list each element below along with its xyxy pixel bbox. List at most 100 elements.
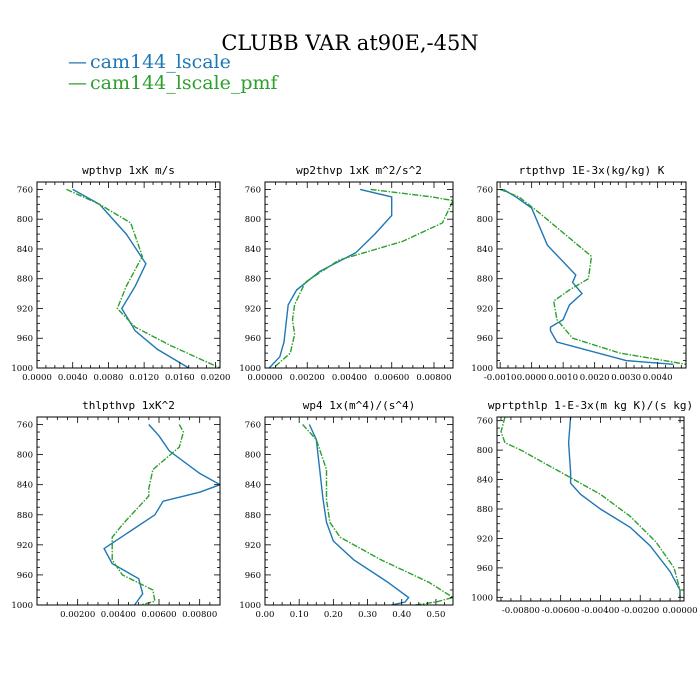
y-tick-label: 760: [245, 185, 261, 195]
y-tick-label: 760: [17, 421, 33, 431]
legend-label-1: cam144_lscale_pmf: [90, 72, 280, 94]
y-tick-label: 840: [245, 481, 261, 491]
y-tick-label: 840: [245, 245, 261, 255]
panel-5: wp4 1x(m^4)/(s^4)76080084088092096010000…: [239, 399, 454, 620]
series-line-lscale-pmf: [66, 188, 220, 368]
y-tick-label: 920: [477, 534, 493, 544]
x-tick-label: 0.0040: [643, 373, 673, 383]
x-tick-label: -0.0010: [484, 373, 517, 383]
legend: — cam144_lscale — cam144_lscale_pmf: [68, 51, 280, 94]
x-tick-label: 0.30: [358, 610, 377, 620]
x-tick-label: 0.0040: [58, 373, 88, 383]
panel-title: thlpthvp 1xK^2: [82, 399, 175, 412]
y-tick-label: 840: [17, 245, 33, 255]
x-tick-label: 0.00200: [60, 610, 95, 620]
y-tick-label: 960: [245, 334, 261, 344]
series-line-lscale: [72, 188, 190, 368]
x-tick-label: 0.00800: [182, 610, 217, 620]
x-tick-label: 0.0120: [129, 373, 159, 383]
y-tick-label: 800: [17, 215, 33, 225]
panel-title: wp2thvp 1xK m^2/s^2: [296, 164, 422, 177]
x-tick-label: 0.00000: [247, 373, 282, 383]
y-tick-label: 800: [245, 451, 261, 461]
panel-6: wprtpthlp 1-E-3x(m kg K)/(s kg) 760 800 840…: [471, 399, 697, 616]
panel-grid: wpthvp 1xK m/s76080084088092096010000.00…: [11, 164, 697, 620]
y-tick-label: 760: [17, 185, 33, 195]
x-tick-label: 0.0020: [580, 373, 610, 383]
axes-frame: [36, 181, 221, 369]
series-line-lscale: [103, 424, 220, 605]
y-tick-label: 960: [477, 564, 493, 574]
x-tick-label: 0.0030: [611, 373, 641, 383]
y-tick-label: 960: [17, 571, 33, 581]
y-tick-label: 800: [477, 215, 493, 225]
panel-1: wpthvp 1xK m/s76080084088092096010000.00…: [11, 164, 230, 383]
legend-marker-0: —: [68, 51, 87, 73]
series-line-lscale-pmf: [111, 424, 185, 605]
y-tick-label: 840: [477, 476, 493, 486]
y-tick-label: 880: [245, 511, 261, 521]
y-tick-label: 1000: [239, 601, 261, 611]
x-tick-label: 0.0080: [94, 373, 124, 383]
x-tick-label: 0.10: [290, 610, 309, 620]
y-tick-label: 760: [477, 185, 493, 195]
series-line-lscale: [567, 417, 681, 598]
legend-label-0: cam144_lscale: [90, 51, 231, 73]
x-tick-label: -0.00400: [581, 606, 619, 616]
y-tick-label: 880: [17, 275, 33, 285]
panel-2: wp2thvp 1xK m^2/s^2 760 800 840 880 920 960 100…: [239, 164, 454, 383]
x-tick-label: 0.00000: [662, 606, 697, 616]
panel-title: wprtpthlp 1-E-3x(m kg K)/(s kg): [488, 399, 693, 412]
axes-frame: [264, 181, 454, 369]
y-tick-label: 880: [17, 511, 33, 521]
x-tick-label: 0.00400: [332, 373, 367, 383]
y-tick-label: 960: [245, 571, 261, 581]
x-tick-label: 0.00800: [416, 373, 451, 383]
x-tick-label: 0.00400: [101, 610, 136, 620]
y-tick-label: 920: [245, 304, 261, 314]
x-tick-label: 0.50: [426, 610, 445, 620]
x-tick-label: 0.0000: [517, 373, 547, 383]
x-tick-label: 0.00600: [141, 610, 176, 620]
x-tick-label: 0.00200: [290, 373, 325, 383]
y-tick-label: 1000: [471, 364, 493, 374]
panel-title: rtpthvp 1E-3x(kg/kg) K: [519, 164, 665, 177]
panel-4: thlpthvp 1xK^2 760 800 840 880 920 960 1000 0.00…: [11, 399, 221, 620]
y-tick-label: 1000: [11, 364, 33, 374]
series-line-lscale-pmf: [272, 188, 453, 368]
axes-frame: [496, 181, 687, 369]
series-line-lscale-pmf: [500, 417, 681, 598]
y-tick-label: 880: [245, 275, 261, 285]
figure-title: CLUBB VAR at90E,-45N: [221, 31, 478, 55]
y-tick-label: 800: [17, 451, 33, 461]
y-tick-label: 1000: [471, 593, 493, 603]
y-tick-label: 960: [477, 334, 493, 344]
x-tick-label: 0.0010: [548, 373, 578, 383]
x-tick-label: 0.0160: [165, 373, 195, 383]
panel-3: rtpthvp 1E-3x(kg/kg) K 760 800 840 880 920 960…: [471, 164, 687, 383]
series-line-lscale-pmf: [499, 188, 686, 365]
series-line-lscale: [308, 424, 410, 605]
x-tick-label: -0.00600: [542, 606, 580, 616]
series-line-lscale-pmf: [302, 424, 453, 605]
x-tick-label: 0.00: [256, 610, 275, 620]
y-tick-label: 1000: [11, 601, 33, 611]
y-tick-label: 800: [245, 215, 261, 225]
y-tick-label: 920: [245, 541, 261, 551]
y-tick-label: 840: [477, 245, 493, 255]
x-tick-label: -0.00200: [621, 606, 659, 616]
x-tick-label: 0.00600: [374, 373, 409, 383]
series-line-lscale: [502, 188, 674, 365]
y-tick-label: 920: [17, 304, 33, 314]
y-tick-label: 1000: [239, 364, 261, 374]
x-tick-label: -0.00800: [502, 606, 540, 616]
x-tick-label: 0.0000: [22, 373, 52, 383]
x-tick-label: 0.40: [392, 610, 411, 620]
x-tick-label: 0.0200: [201, 373, 231, 383]
y-tick-label: 760: [477, 417, 493, 427]
y-tick-label: 880: [477, 505, 493, 515]
panel-title: wp4 1x(m^4)/(s^4): [303, 399, 416, 412]
y-tick-label: 800: [477, 446, 493, 456]
